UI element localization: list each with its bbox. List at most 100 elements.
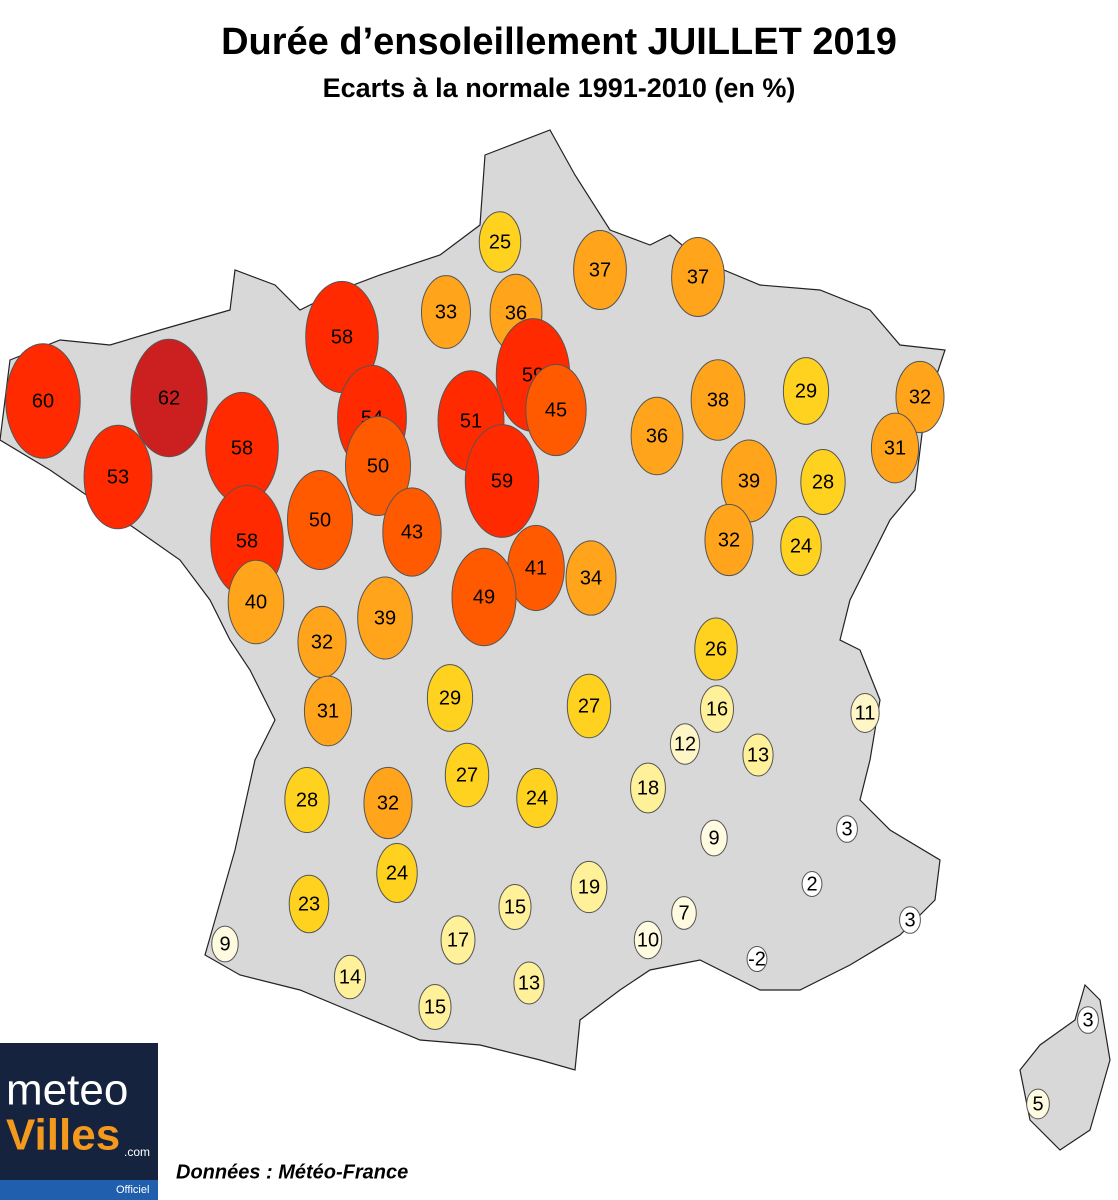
station-bubble: [699, 685, 735, 733]
station-bubble: [566, 673, 612, 739]
station-value: 17: [447, 929, 469, 951]
station-value: 14: [339, 966, 361, 988]
station-value: 19: [578, 876, 600, 898]
station-bubble: [694, 617, 738, 681]
station-value: 36: [646, 425, 668, 447]
station-bubble: [363, 766, 413, 840]
station-bubble: [440, 915, 476, 965]
station-bubble: [850, 693, 880, 733]
station-bubble: [742, 733, 774, 777]
source: Données : Météo-France: [176, 1161, 408, 1183]
station-bubble: [498, 883, 532, 931]
station-value: 3: [904, 909, 915, 931]
logo-strip: [0, 1180, 158, 1200]
station-value: 24: [386, 862, 408, 884]
station-value: 27: [578, 695, 600, 717]
station-bubble: [630, 396, 684, 476]
station-bubble: [895, 360, 945, 434]
station-bubble: [704, 503, 754, 577]
station-value: 50: [309, 509, 331, 531]
station-bubble: [418, 983, 452, 1031]
station-value: 34: [580, 567, 602, 589]
station-value: 59: [491, 470, 513, 492]
station-value: 10: [637, 929, 659, 951]
station-bubble: [516, 768, 558, 828]
station-value: 32: [377, 792, 399, 814]
station-value: 9: [708, 827, 719, 849]
station-value: 49: [473, 586, 495, 608]
station-bubble: [746, 945, 768, 973]
logo-villes: Villes: [6, 1111, 120, 1160]
station-bubble: [780, 516, 822, 576]
station-value: 58: [331, 326, 353, 348]
station-bubble: [444, 742, 490, 808]
station-bubble: [211, 925, 239, 963]
station-value: 13: [518, 972, 540, 994]
station-value: 2: [806, 873, 817, 895]
station-value: 9: [219, 933, 230, 955]
corsica-outline: [1019, 983, 1111, 1151]
station-value: 43: [401, 521, 423, 543]
station-value: 29: [439, 687, 461, 709]
station-bubble: [451, 547, 517, 647]
station-bubble: [478, 211, 522, 273]
station-bubble: [83, 424, 153, 530]
station-bubble: [1077, 1006, 1099, 1034]
station-value: 3: [841, 818, 852, 840]
station-value: 24: [790, 535, 812, 557]
station-value: 53: [107, 466, 129, 488]
station-bubble: [1026, 1088, 1050, 1120]
station-value: 27: [456, 764, 478, 786]
station-bubble: [382, 487, 442, 577]
station-bubble: [671, 896, 697, 930]
station-bubble: [633, 920, 663, 960]
station-value: 41: [525, 557, 547, 579]
station-bubble: [464, 424, 540, 538]
logo-officiel: Officiel: [116, 1184, 149, 1196]
station-value: 37: [589, 259, 611, 281]
station-bubble: [227, 559, 285, 645]
station-bubble: [287, 470, 353, 570]
station-value: 58: [236, 530, 258, 552]
station-bubble: [630, 762, 666, 814]
station-bubble: [5, 343, 81, 459]
station-value: 40: [245, 591, 267, 613]
station-bubble: [420, 275, 472, 349]
station-value: 29: [795, 380, 817, 402]
station-bubble: [303, 675, 353, 747]
station-value: 45: [545, 399, 567, 421]
logo-com: .com: [124, 1145, 150, 1159]
station-value: 7: [678, 902, 689, 924]
station-bubble: [669, 723, 701, 765]
station-value: 12: [674, 733, 696, 755]
station-value: 24: [526, 787, 548, 809]
station-value: 18: [637, 777, 659, 799]
station-bubble: [376, 843, 418, 903]
station-bubble: [700, 819, 728, 857]
station-value: 62: [158, 387, 180, 409]
station-bubble: [426, 664, 474, 732]
station-value: 31: [317, 700, 339, 722]
station-value: 51: [460, 410, 482, 432]
station-value: 13: [747, 744, 769, 766]
station-value: 33: [435, 301, 457, 323]
station-value: 36: [505, 302, 527, 324]
station-value: 31: [884, 437, 906, 459]
station-bubble: [800, 448, 846, 516]
station-bubble: [525, 363, 587, 457]
station-bubble: [801, 870, 823, 898]
station-value: 26: [705, 638, 727, 660]
station-bubble: [573, 230, 627, 310]
station-value: 23: [298, 893, 320, 915]
station-value: 5: [1032, 1093, 1043, 1115]
station-bubble: [565, 540, 617, 616]
station-bubble: [870, 412, 920, 484]
station-value: 32: [311, 631, 333, 653]
points: 2537373336585960625445513829323658503153…: [5, 211, 1099, 1120]
station-value: 11: [855, 702, 876, 724]
station-value: 28: [812, 471, 834, 493]
subtitle: Ecarts à la normale 1991-2010 (en %): [323, 73, 796, 103]
station-value: 50: [367, 455, 389, 477]
station-bubble: [690, 359, 746, 441]
